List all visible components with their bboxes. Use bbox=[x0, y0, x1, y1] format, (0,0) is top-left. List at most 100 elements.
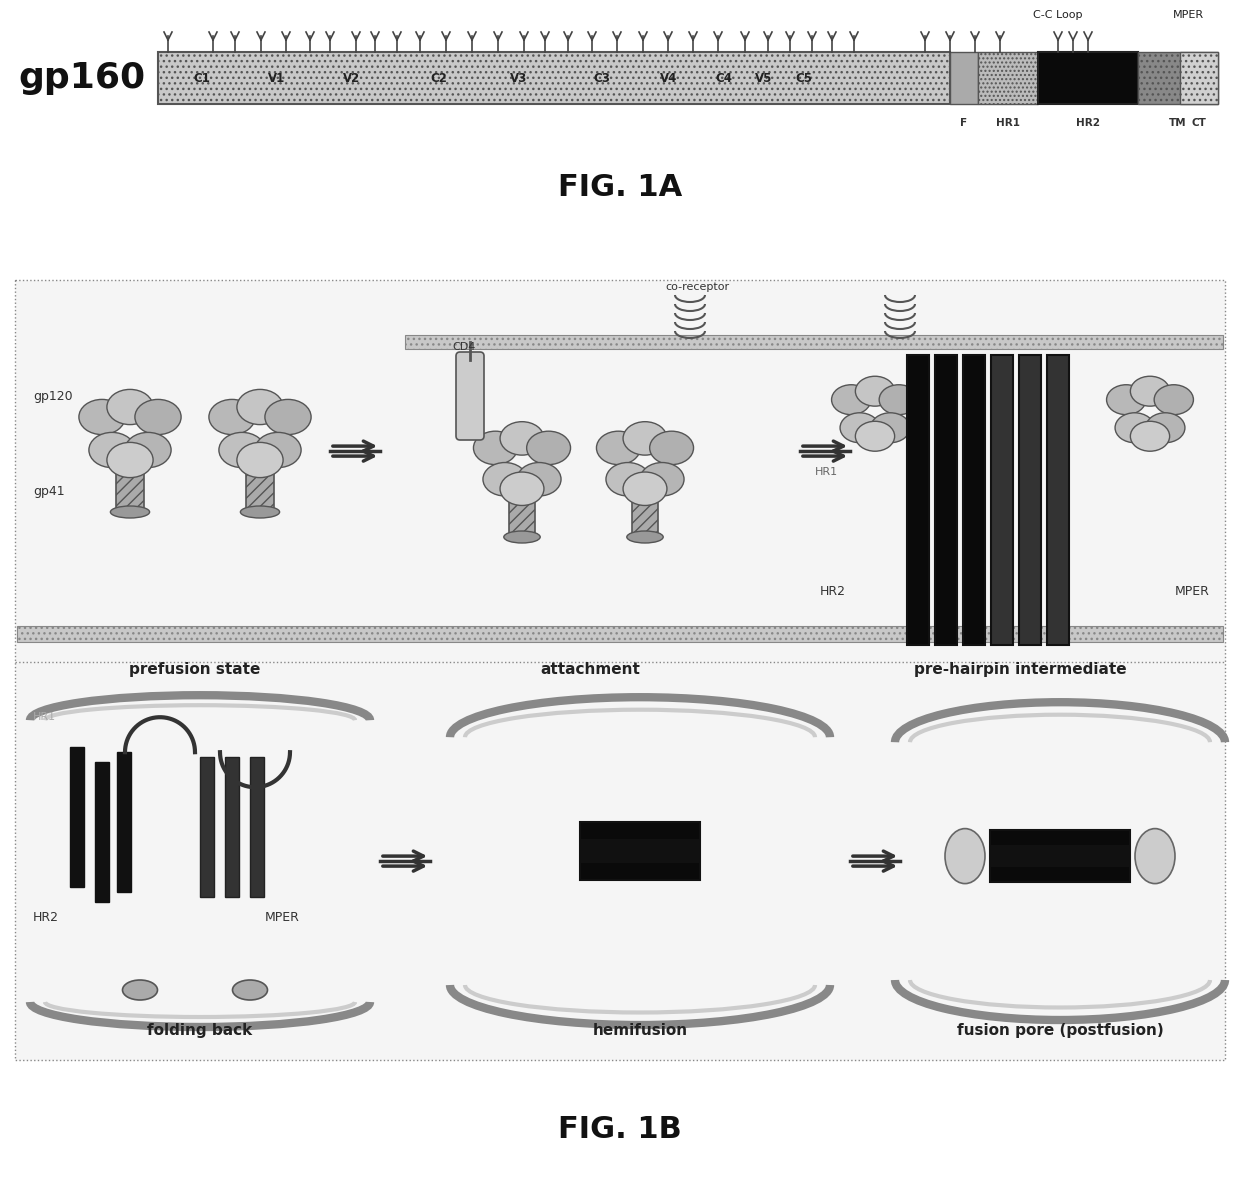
Text: pre-hairpin intermediate: pre-hairpin intermediate bbox=[914, 663, 1126, 677]
Text: MPER: MPER bbox=[1176, 585, 1210, 598]
Ellipse shape bbox=[517, 462, 560, 496]
Ellipse shape bbox=[622, 422, 667, 455]
Ellipse shape bbox=[265, 400, 311, 435]
Ellipse shape bbox=[219, 433, 265, 468]
Text: HR2: HR2 bbox=[33, 911, 60, 924]
Text: gp120: gp120 bbox=[33, 390, 73, 403]
Ellipse shape bbox=[500, 472, 544, 506]
Ellipse shape bbox=[482, 462, 527, 496]
Text: C1: C1 bbox=[193, 72, 210, 85]
Text: folding back: folding back bbox=[148, 1023, 253, 1038]
Ellipse shape bbox=[208, 400, 255, 435]
Bar bbox=[157, 52, 950, 104]
Ellipse shape bbox=[135, 400, 181, 435]
Bar bbox=[990, 848, 1130, 864]
Ellipse shape bbox=[1106, 384, 1146, 415]
Ellipse shape bbox=[255, 433, 301, 468]
Text: TM: TM bbox=[1169, 118, 1187, 129]
Ellipse shape bbox=[1131, 421, 1169, 452]
Ellipse shape bbox=[1146, 413, 1185, 442]
Bar bbox=[246, 467, 274, 512]
Bar bbox=[224, 757, 239, 897]
Text: HR1: HR1 bbox=[996, 118, 1021, 129]
Bar bbox=[632, 498, 658, 536]
Ellipse shape bbox=[856, 421, 894, 452]
Ellipse shape bbox=[596, 432, 640, 465]
Text: CT: CT bbox=[1192, 118, 1207, 129]
Ellipse shape bbox=[1135, 829, 1176, 883]
Text: V5: V5 bbox=[755, 72, 773, 85]
Text: V3: V3 bbox=[510, 72, 527, 85]
Ellipse shape bbox=[503, 531, 541, 544]
Bar bbox=[963, 355, 985, 645]
Ellipse shape bbox=[832, 384, 870, 415]
Bar bbox=[580, 842, 701, 861]
Bar bbox=[200, 757, 215, 897]
Text: C3: C3 bbox=[593, 72, 610, 85]
Text: fusion pore (postfusion): fusion pore (postfusion) bbox=[956, 1023, 1163, 1038]
Text: V2: V2 bbox=[343, 72, 361, 85]
Bar bbox=[580, 822, 701, 841]
Bar bbox=[978, 52, 1038, 104]
Ellipse shape bbox=[107, 442, 153, 477]
Ellipse shape bbox=[233, 980, 268, 1000]
Text: MPER: MPER bbox=[265, 911, 300, 924]
Ellipse shape bbox=[474, 432, 517, 465]
Ellipse shape bbox=[1154, 384, 1193, 415]
Ellipse shape bbox=[500, 422, 544, 455]
Ellipse shape bbox=[110, 506, 150, 518]
Bar bbox=[1180, 52, 1218, 104]
Ellipse shape bbox=[125, 433, 171, 468]
Text: V4: V4 bbox=[660, 72, 677, 85]
Ellipse shape bbox=[606, 462, 650, 496]
Bar bbox=[15, 279, 1225, 1060]
Ellipse shape bbox=[640, 462, 684, 496]
Ellipse shape bbox=[1115, 413, 1154, 442]
Bar bbox=[990, 867, 1130, 882]
Text: hemifusion: hemifusion bbox=[593, 1023, 687, 1038]
Text: FIG. 1B: FIG. 1B bbox=[558, 1115, 682, 1145]
Text: C-C Loop: C-C Loop bbox=[1033, 9, 1083, 20]
Ellipse shape bbox=[237, 389, 283, 424]
Text: HR2: HR2 bbox=[820, 585, 846, 598]
Bar bbox=[95, 762, 109, 902]
Text: FIG. 1A: FIG. 1A bbox=[558, 173, 682, 203]
Ellipse shape bbox=[839, 413, 879, 442]
Text: F: F bbox=[961, 118, 967, 129]
Text: HR1: HR1 bbox=[815, 467, 838, 477]
Ellipse shape bbox=[107, 389, 153, 424]
Text: co-receptor: co-receptor bbox=[665, 282, 729, 292]
Bar bbox=[69, 747, 84, 888]
Ellipse shape bbox=[89, 433, 135, 468]
Text: attachment: attachment bbox=[541, 663, 640, 677]
Ellipse shape bbox=[879, 384, 919, 415]
Text: prefusion state: prefusion state bbox=[129, 663, 260, 677]
Ellipse shape bbox=[241, 506, 279, 518]
Text: V1: V1 bbox=[268, 72, 285, 85]
Bar bbox=[950, 52, 978, 104]
Bar bbox=[1038, 52, 1138, 104]
Ellipse shape bbox=[1131, 376, 1169, 406]
Text: HR1: HR1 bbox=[33, 712, 56, 723]
Ellipse shape bbox=[237, 442, 283, 477]
Bar bbox=[991, 355, 1013, 645]
Text: C5: C5 bbox=[795, 72, 812, 85]
FancyBboxPatch shape bbox=[456, 353, 484, 440]
Ellipse shape bbox=[622, 472, 667, 506]
Ellipse shape bbox=[123, 980, 157, 1000]
Ellipse shape bbox=[626, 531, 663, 544]
Bar bbox=[1138, 52, 1218, 104]
Text: gp41: gp41 bbox=[33, 485, 64, 498]
Bar bbox=[1019, 355, 1042, 645]
Ellipse shape bbox=[650, 432, 693, 465]
Bar bbox=[1047, 355, 1069, 645]
Text: C4: C4 bbox=[715, 72, 733, 85]
Text: gp160: gp160 bbox=[19, 61, 146, 95]
Bar bbox=[508, 498, 534, 536]
Ellipse shape bbox=[870, 413, 910, 442]
Bar bbox=[990, 830, 1130, 847]
Text: MPER: MPER bbox=[1173, 9, 1204, 20]
Bar bbox=[405, 335, 1223, 349]
Bar bbox=[250, 757, 264, 897]
Text: HR2: HR2 bbox=[1076, 118, 1100, 129]
